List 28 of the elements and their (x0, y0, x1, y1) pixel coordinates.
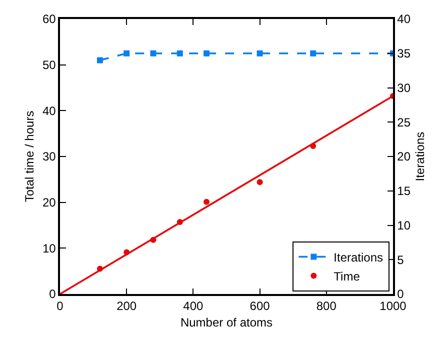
legend-label: Iterations (334, 250, 384, 264)
y-tick-label: 10 (42, 241, 56, 256)
y-tick-label: 40 (42, 104, 56, 118)
y2-tick-label: 0 (397, 287, 404, 302)
x-tick-label: 1000 (380, 299, 407, 314)
x-tick-label: 600 (250, 299, 270, 314)
y2-tick-label: 5 (397, 252, 404, 267)
y-tick-label: 0 (49, 287, 56, 302)
y2-tick-label: 40 (397, 12, 411, 26)
point (204, 198, 210, 205)
legend-label: Time (334, 269, 360, 284)
x-tick-label: 800 (316, 299, 337, 314)
y2-tick-label: 10 (397, 218, 411, 232)
y2-tick-label: 25 (397, 115, 411, 130)
point (256, 179, 263, 186)
y-axis-title: Total time / hours (22, 110, 36, 202)
y2-tick-label: 20 (397, 150, 411, 164)
y2-tick-label: 30 (397, 80, 411, 95)
y2-axis-title: Iterations (413, 132, 428, 182)
y-tick-label: 60 (42, 12, 56, 26)
x-tick-label: 400 (183, 299, 204, 314)
y-tick-label: 50 (42, 58, 56, 72)
y-tick-label: 20 (42, 196, 56, 210)
x-axis-title: Number of atoms (180, 316, 273, 330)
y-tick-label: 30 (42, 150, 56, 164)
y2-tick-label: 35 (397, 46, 411, 61)
y2-tick-label: 15 (397, 184, 411, 198)
x-tick-label: 200 (116, 299, 137, 314)
